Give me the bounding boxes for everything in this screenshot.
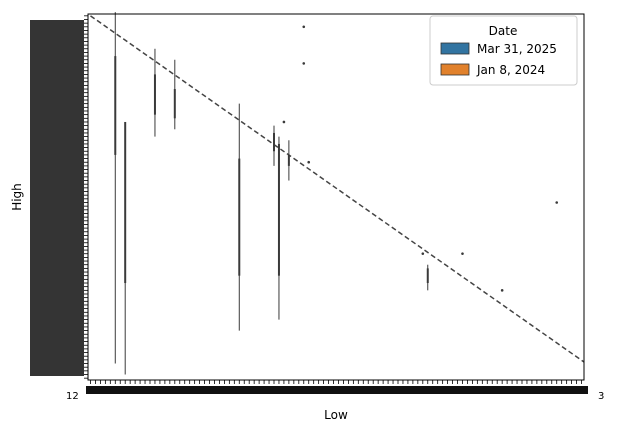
legend-swatch-mar-2025 (440, 42, 470, 55)
legend-label-mar-2025: Mar 31, 2025 (477, 42, 557, 56)
plot-frame (87, 13, 585, 381)
y-axis-label: High (10, 183, 24, 211)
plot-area (90, 12, 585, 375)
box-7-box (287, 154, 290, 166)
outlier-point-5 (461, 252, 464, 256)
outlier-point-7 (555, 201, 559, 204)
legend-swatch-jan-2024 (440, 63, 470, 76)
legend-label-jan-2024: Jan 8, 2024 (476, 63, 545, 77)
x-axis-label: Low (324, 408, 348, 422)
box-3-box (173, 89, 176, 119)
x-tick-label-last: 3 (598, 391, 604, 402)
box-1-box (124, 121, 127, 284)
x-tick-label-first: 12 (66, 391, 79, 402)
outlier-point-3 (307, 160, 311, 164)
outlier-point-1 (302, 62, 306, 65)
legend-title: Date (489, 24, 518, 38)
outlier-point-2 (282, 120, 286, 124)
x-tick-label-band (86, 386, 588, 394)
outlier-point-4 (421, 252, 425, 256)
outlier-point-6 (500, 289, 504, 292)
box-4-box (238, 158, 241, 276)
box-2-box (153, 74, 156, 115)
tick-marks (30, 15, 588, 394)
legend: Date Mar 31, 2025 Jan 8, 2024 (429, 15, 578, 86)
box-6-box (277, 143, 280, 276)
y-tick-label-band (30, 20, 84, 376)
reference-line (90, 15, 585, 363)
small-box-0-box (426, 268, 429, 284)
box-0-box (114, 56, 117, 155)
box-5-box (273, 132, 275, 152)
outlier-point-0 (302, 25, 306, 29)
